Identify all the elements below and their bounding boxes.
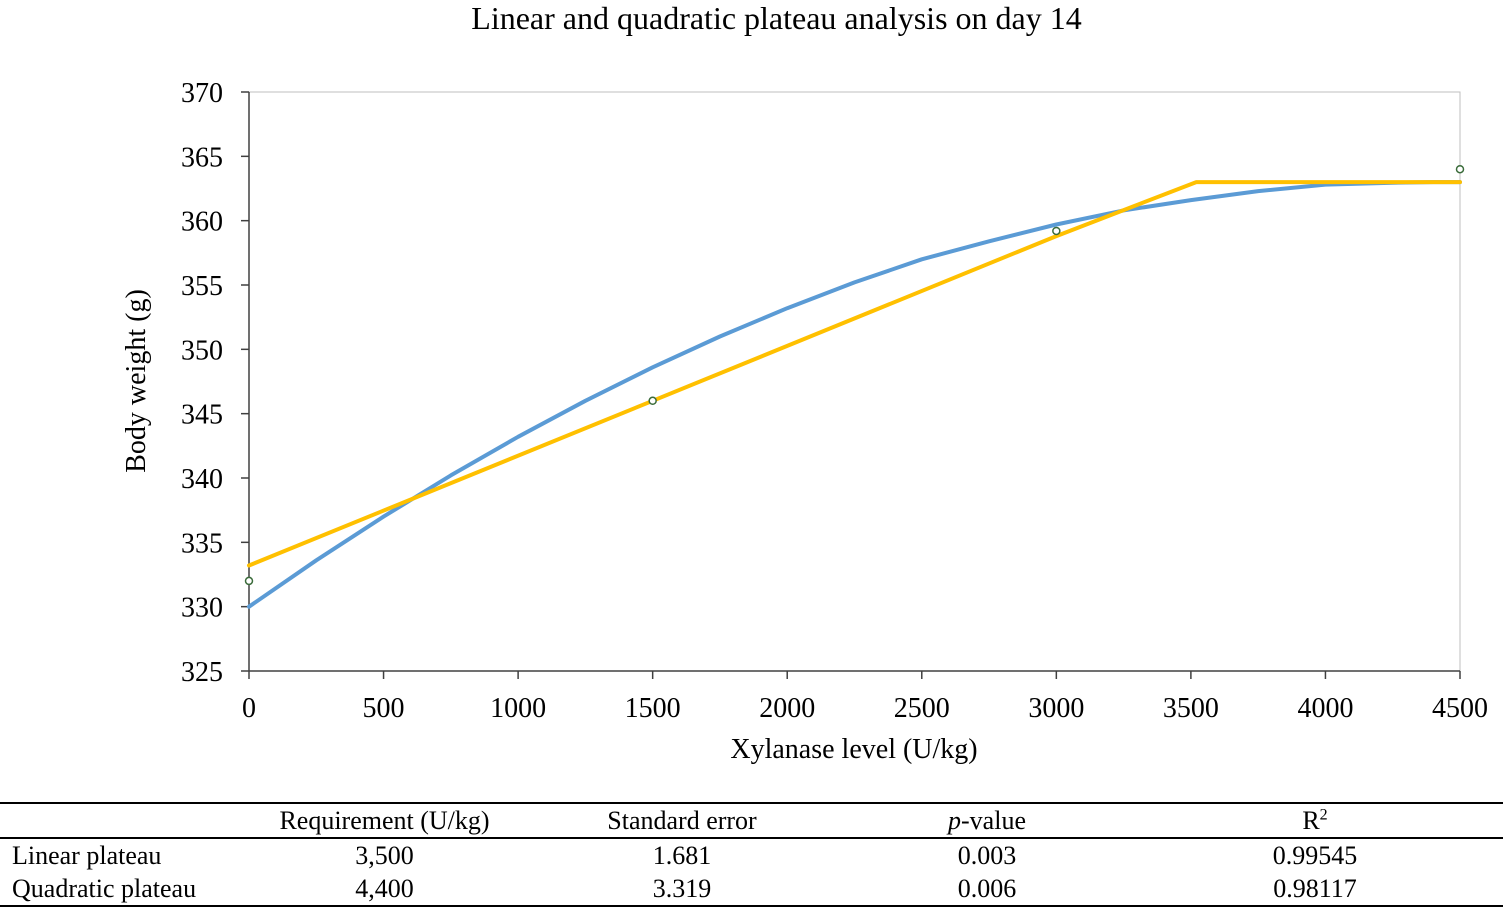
x-tick-label: 2500 [894, 693, 950, 724]
row-requirement: 3,500 [355, 841, 414, 870]
y-tick-label: 345 [181, 400, 223, 431]
data-point [648, 396, 657, 406]
y-axis-label: Body weight (g) [121, 289, 152, 473]
row-model: Linear plateau [12, 841, 162, 870]
data-point [244, 576, 254, 586]
x-tick-label: 2000 [759, 693, 815, 724]
observed-points [244, 164, 1465, 586]
series-line-0 [247, 180, 1462, 609]
header-standard-error: Standard error [607, 806, 757, 835]
y-axis-ticks: 325 330 335 340 345 350 355 360 365 370 [181, 78, 249, 688]
y-tick-label: 360 [181, 207, 223, 238]
p-italic: p [948, 806, 962, 835]
chart-plot: 325 330 335 340 345 350 355 360 365 370 0 500 1000 1… [121, 78, 1488, 765]
x-tick-label: 500 [363, 693, 405, 724]
x-tick-label: 1000 [490, 693, 546, 724]
row-r-squared: 0.98117 [1273, 874, 1357, 903]
y-tick-label: 370 [181, 78, 223, 109]
row-standard-error: 3.319 [652, 874, 712, 903]
row-standard-error: 1.681 [652, 841, 712, 870]
row-model: Quadratic plateau [12, 874, 197, 903]
x-tick-label: 3000 [1028, 693, 1084, 724]
x-tick-label: 3500 [1163, 693, 1219, 724]
table-header-row: Requirement (U/kg) Standard error p-valu… [0, 803, 1503, 838]
header-model [0, 803, 252, 838]
data-point [1052, 226, 1061, 236]
table-row: Linear plateau 3,500 1.681 0.003 0.99545 [0, 838, 1503, 872]
header-requirement: Requirement (U/kg) [279, 806, 490, 835]
y-tick-label: 325 [181, 657, 223, 688]
y-tick-label: 365 [181, 142, 223, 173]
stats-table: Requirement (U/kg) Standard error p-valu… [0, 802, 1503, 907]
row-p-value: 0.003 [957, 841, 1017, 870]
y-tick-label: 330 [181, 593, 223, 624]
x-tick-label: 0 [242, 693, 256, 724]
x-tick-label: 4500 [1432, 693, 1488, 724]
row-r-squared: 0.99545 [1272, 841, 1358, 870]
row-requirement: 4,400 [355, 874, 414, 903]
y-tick-label: 340 [181, 464, 223, 495]
x-tick-label: 1500 [625, 693, 681, 724]
x-axis-ticks: 0 500 1000 1500 2000 2500 3000 3500 4000 4500 [242, 671, 1488, 724]
chart-title: Linear and quadratic plateau analysis on… [471, 0, 1082, 36]
data-point [1455, 164, 1465, 174]
y-tick-label: 335 [181, 528, 223, 559]
table-row: Quadratic plateau 4,400 3.319 0.006 0.98… [0, 872, 1503, 906]
header-r-squared: R2 [1127, 803, 1503, 838]
r2-sup: 2 [1319, 806, 1328, 824]
row-p-value: 0.006 [957, 874, 1017, 903]
series-line-1 [247, 180, 1462, 568]
x-axis-label: Xylanase level (U/kg) [730, 734, 977, 765]
r2-base: R [1302, 806, 1320, 835]
y-tick-label: 350 [181, 335, 223, 366]
p-rest: -value [961, 806, 1026, 835]
y-tick-label: 355 [181, 271, 223, 302]
x-tick-label: 4000 [1297, 693, 1353, 724]
series-group [247, 180, 1462, 609]
header-p-value: p-value [847, 803, 1127, 838]
plot-area-frame [248, 91, 1461, 672]
